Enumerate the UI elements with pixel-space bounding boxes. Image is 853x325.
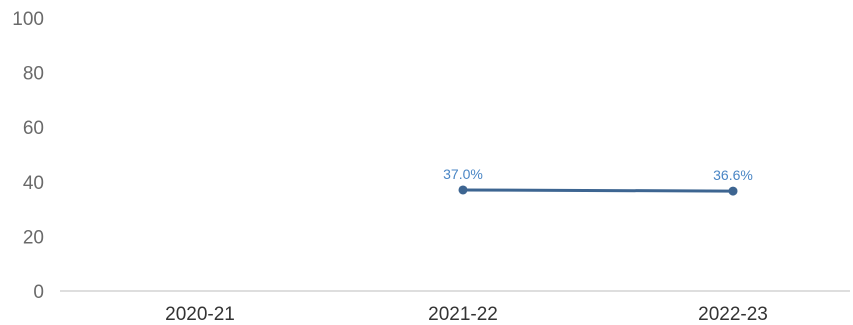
y-tick-label: 60 [23, 118, 44, 139]
data-point [728, 186, 738, 196]
y-tick-label: 20 [23, 227, 44, 248]
series-line [462, 188, 734, 193]
y-tick-label: 40 [23, 173, 44, 194]
data-label: 37.0% [443, 166, 483, 182]
y-tick-label: 80 [23, 64, 44, 85]
x-tick-label: 2021-22 [428, 304, 498, 325]
y-tick-label: 0 [33, 282, 44, 303]
data-label: 36.6% [713, 167, 753, 183]
data-point [458, 185, 468, 195]
series-group: 37.0% 36.6% [443, 166, 753, 196]
x-axis-ticks: 2020-21 2021-22 2022-23 [165, 304, 768, 325]
x-tick-label: 2022-23 [698, 304, 768, 325]
y-axis-ticks: 0 20 40 60 80 100 [12, 9, 44, 303]
x-tick-label: 2020-21 [165, 304, 235, 325]
y-tick-label: 100 [12, 9, 44, 30]
